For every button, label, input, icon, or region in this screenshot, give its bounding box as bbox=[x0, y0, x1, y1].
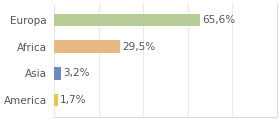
Text: 1,7%: 1,7% bbox=[60, 95, 87, 105]
Bar bbox=[54, 94, 58, 106]
Bar bbox=[54, 40, 120, 53]
Text: 29,5%: 29,5% bbox=[122, 42, 155, 52]
Text: 3,2%: 3,2% bbox=[64, 68, 90, 78]
Bar bbox=[54, 67, 61, 80]
Bar bbox=[54, 14, 200, 26]
Text: 65,6%: 65,6% bbox=[202, 15, 235, 25]
